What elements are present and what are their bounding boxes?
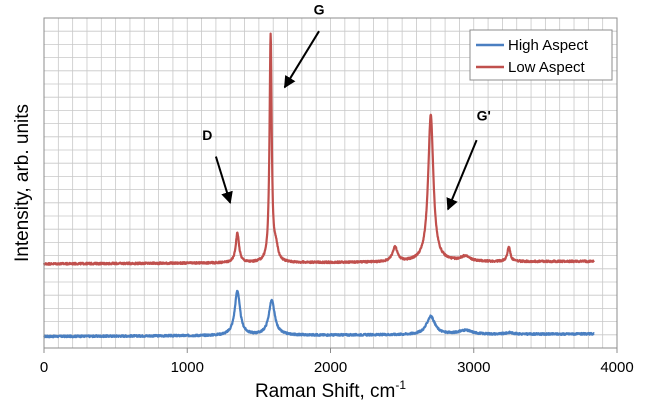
annotation-label: D [202,127,212,143]
annotations: D G G' [202,2,491,211]
series-line-high-aspect [43,289,595,339]
annotation-arrow [446,139,478,211]
legend-box [469,29,613,81]
x-tick-label: 0 [40,359,48,376]
y-axis-title: Intensity, arb. units [12,104,33,262]
x-tick-label: 1000 [171,359,204,376]
x-axis-title-text: Raman Shift, cm [255,381,395,402]
annotation-label: G' [477,107,491,123]
legend: High Aspect Low Aspect [469,29,613,81]
x-tick-label: 2000 [314,359,347,376]
axes: 0 1000 2000 3000 4000 Raman Shift, cm-1 Intens… [12,17,634,402]
grid [44,18,617,348]
x-tick-label: 3000 [457,359,490,376]
legend-label: Low Aspect [508,59,586,76]
series [42,32,595,339]
x-tick-label: 4000 [600,359,633,376]
series-line-low-aspect [42,32,595,266]
annotation-arrow [283,30,320,89]
x-axis-title-superscript: -1 [395,378,406,392]
x-axis-title: Raman Shift, cm-1 [255,378,406,402]
annotation-arrow [214,156,233,204]
legend-label: High Aspect [508,37,589,54]
annotation-label: G [314,2,325,18]
